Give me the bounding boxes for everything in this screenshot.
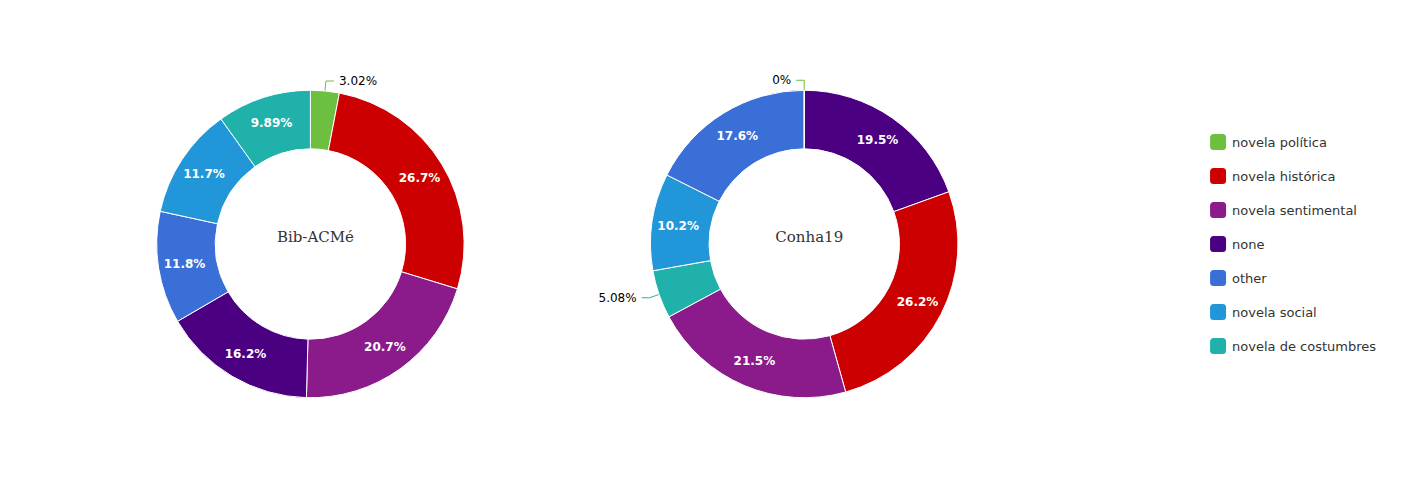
- svg-text:16.2%: 16.2%: [225, 347, 267, 361]
- svg-text:novela política: novela política: [1232, 135, 1327, 150]
- svg-text:10.2%: 10.2%: [657, 219, 699, 233]
- svg-text:novela de costumbres: novela de costumbres: [1232, 339, 1376, 354]
- svg-text:20.7%: 20.7%: [364, 340, 406, 354]
- svg-text:5.08%: 5.08%: [598, 291, 636, 305]
- svg-text:11.8%: 11.8%: [164, 257, 206, 271]
- svg-text:0%: 0%: [772, 73, 791, 87]
- svg-text:none: none: [1232, 237, 1264, 252]
- svg-text:novela sentimental: novela sentimental: [1232, 203, 1357, 218]
- svg-text:novela histórica: novela histórica: [1232, 169, 1335, 184]
- svg-text:21.5%: 21.5%: [734, 354, 776, 368]
- svg-text:Conha19: Conha19: [775, 228, 843, 246]
- svg-text:Bib-ACMé: Bib-ACMé: [277, 228, 354, 246]
- svg-text:19.5%: 19.5%: [857, 133, 899, 147]
- svg-text:11.7%: 11.7%: [183, 167, 225, 181]
- svg-text:other: other: [1232, 271, 1267, 286]
- svg-text:26.2%: 26.2%: [897, 295, 939, 309]
- svg-text:9.89%: 9.89%: [251, 116, 293, 130]
- svg-text:3.02%: 3.02%: [339, 74, 377, 88]
- svg-text:novela social: novela social: [1232, 305, 1317, 320]
- svg-text:17.6%: 17.6%: [717, 129, 759, 143]
- svg-text:26.7%: 26.7%: [399, 171, 441, 185]
